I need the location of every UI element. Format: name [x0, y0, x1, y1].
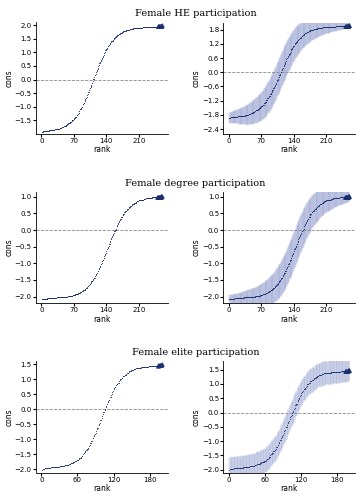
Y-axis label: cons: cons — [192, 408, 201, 426]
Text: Female degree participation: Female degree participation — [125, 179, 266, 188]
Text: Female HE participation: Female HE participation — [135, 10, 256, 18]
X-axis label: rank: rank — [93, 146, 111, 154]
X-axis label: rank: rank — [93, 314, 111, 324]
Y-axis label: cons: cons — [192, 70, 201, 87]
Y-axis label: cons: cons — [4, 238, 13, 256]
Y-axis label: cons: cons — [4, 70, 13, 87]
X-axis label: rank: rank — [281, 146, 298, 154]
X-axis label: rank: rank — [281, 314, 298, 324]
Y-axis label: cons: cons — [4, 408, 13, 426]
Text: Female elite participation: Female elite participation — [132, 348, 260, 357]
X-axis label: rank: rank — [281, 484, 298, 493]
Y-axis label: cons: cons — [192, 238, 201, 256]
X-axis label: rank: rank — [93, 484, 111, 493]
